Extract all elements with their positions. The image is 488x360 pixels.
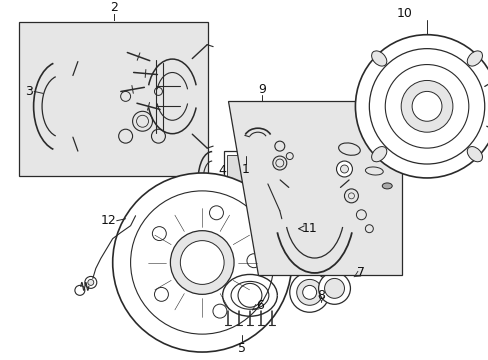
Bar <box>226 155 243 203</box>
Polygon shape <box>227 102 401 275</box>
Ellipse shape <box>338 143 360 155</box>
Text: 2: 2 <box>109 1 118 14</box>
Circle shape <box>336 161 352 177</box>
Circle shape <box>355 35 488 178</box>
Circle shape <box>400 81 452 132</box>
Circle shape <box>238 283 262 307</box>
Text: 12: 12 <box>101 214 116 227</box>
Circle shape <box>88 279 94 285</box>
Circle shape <box>365 225 372 233</box>
Circle shape <box>170 231 234 294</box>
Circle shape <box>318 273 350 304</box>
Ellipse shape <box>382 183 391 189</box>
Text: 6: 6 <box>255 299 264 312</box>
Circle shape <box>324 278 344 298</box>
Circle shape <box>340 165 348 173</box>
Text: 5: 5 <box>238 342 245 355</box>
Circle shape <box>348 193 354 199</box>
Ellipse shape <box>467 147 482 162</box>
Bar <box>224 151 245 207</box>
Text: 1: 1 <box>242 162 249 176</box>
Circle shape <box>289 273 329 312</box>
Bar <box>19 22 208 176</box>
Text: 7: 7 <box>357 266 365 279</box>
Circle shape <box>296 279 322 305</box>
Text: 4: 4 <box>218 165 225 177</box>
Circle shape <box>411 91 441 121</box>
Ellipse shape <box>365 167 383 175</box>
Ellipse shape <box>371 147 386 162</box>
Circle shape <box>112 173 291 352</box>
Circle shape <box>302 285 316 299</box>
Ellipse shape <box>371 51 386 66</box>
Text: 10: 10 <box>395 7 411 20</box>
Text: 11: 11 <box>301 222 317 235</box>
Text: 3: 3 <box>25 85 33 98</box>
Text: 8: 8 <box>317 289 325 302</box>
Ellipse shape <box>467 51 482 66</box>
Circle shape <box>180 240 224 284</box>
Text: 9: 9 <box>258 83 265 96</box>
